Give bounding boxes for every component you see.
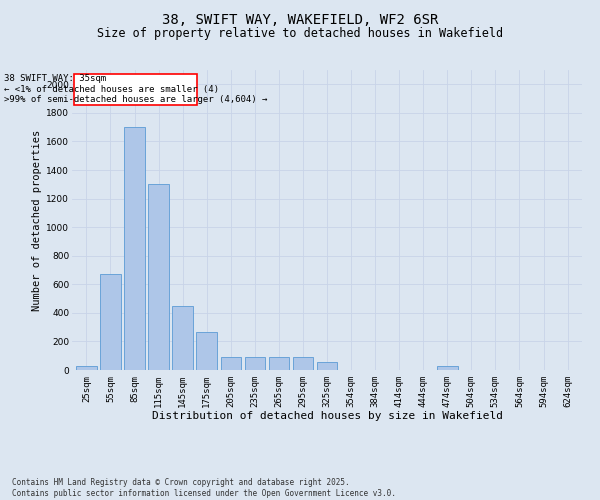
Bar [293, 357, 313, 370]
Bar [245, 357, 265, 370]
X-axis label: Distribution of detached houses by size in Wakefield: Distribution of detached houses by size … [151, 412, 503, 422]
Bar [172, 306, 193, 370]
Bar [76, 366, 97, 370]
Bar [124, 127, 145, 370]
Bar [221, 357, 241, 370]
Bar [317, 362, 337, 370]
Text: 38 SWIFT WAY: 35sqm
← <1% of detached houses are smaller (4)
>99% of semi-detach: 38 SWIFT WAY: 35sqm ← <1% of detached ho… [4, 74, 267, 104]
Text: Size of property relative to detached houses in Wakefield: Size of property relative to detached ho… [97, 28, 503, 40]
Bar [196, 332, 217, 370]
Bar [100, 274, 121, 370]
Text: 38, SWIFT WAY, WAKEFIELD, WF2 6SR: 38, SWIFT WAY, WAKEFIELD, WF2 6SR [162, 12, 438, 26]
Bar [269, 357, 289, 370]
Bar [148, 184, 169, 370]
FancyBboxPatch shape [74, 74, 197, 105]
Y-axis label: Number of detached properties: Number of detached properties [32, 130, 42, 310]
Bar [437, 366, 458, 370]
Text: Contains HM Land Registry data © Crown copyright and database right 2025.
Contai: Contains HM Land Registry data © Crown c… [12, 478, 396, 498]
